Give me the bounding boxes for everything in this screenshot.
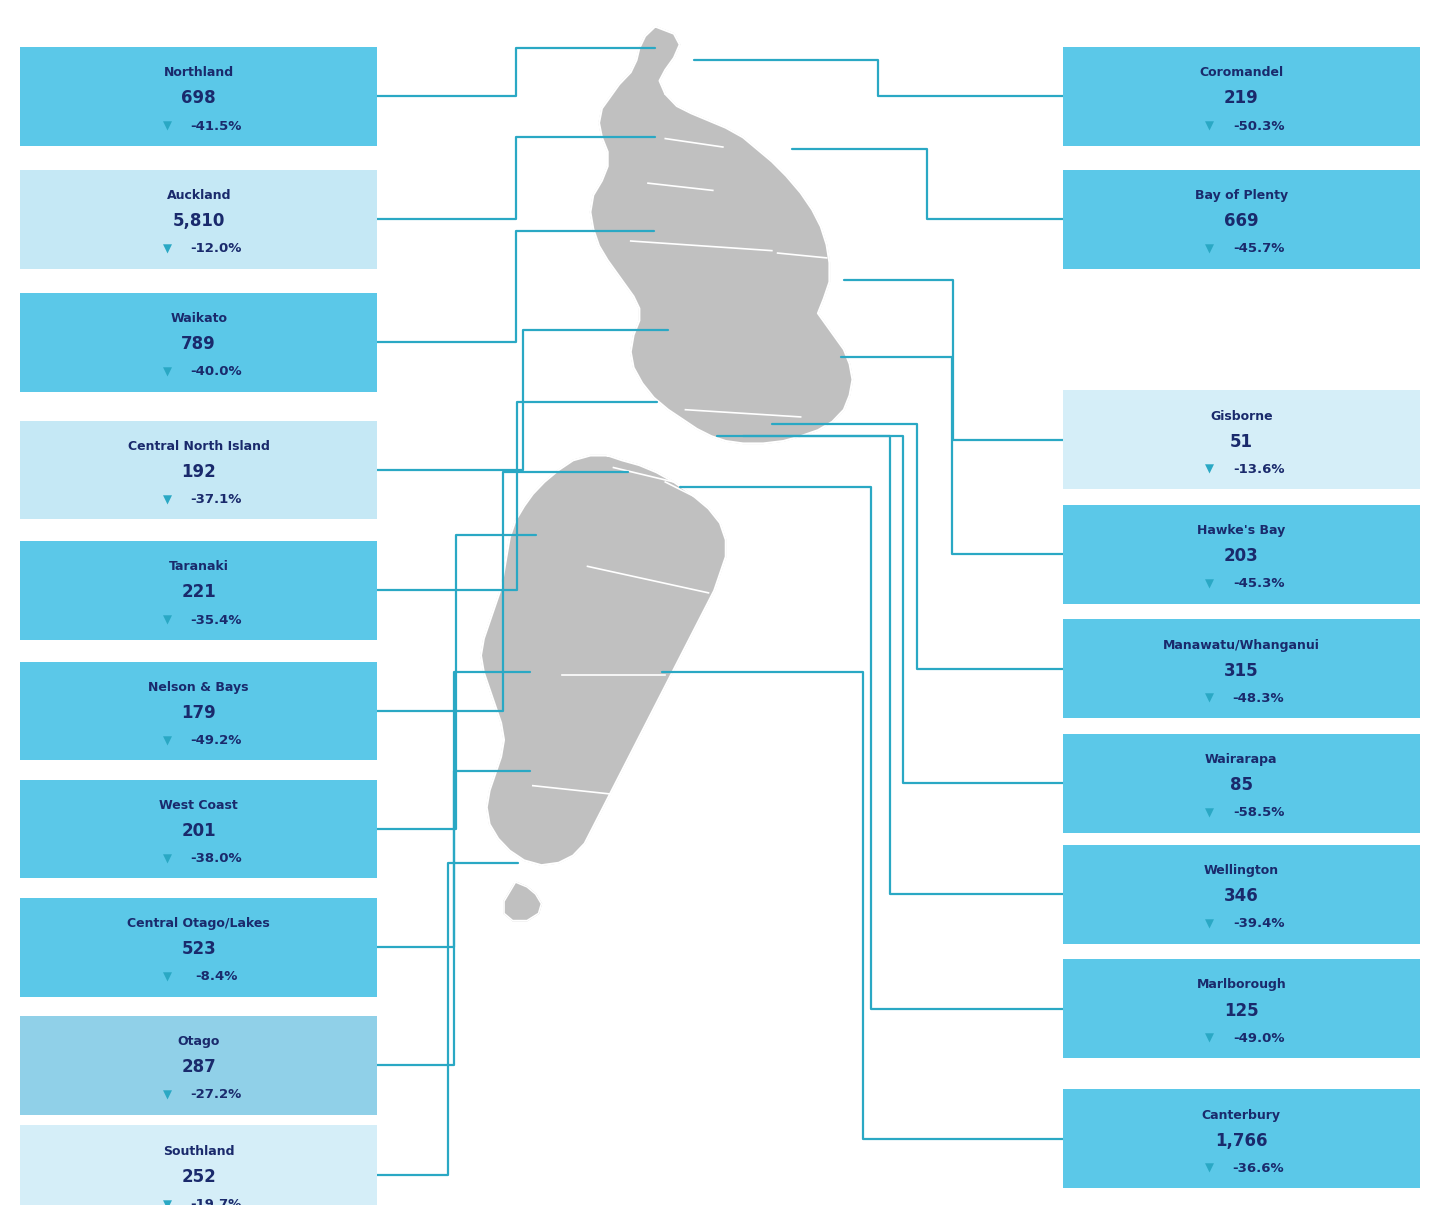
Text: -35.4%: -35.4% <box>190 613 242 627</box>
Text: 698: 698 <box>181 89 216 107</box>
Text: ▼: ▼ <box>1205 242 1214 255</box>
FancyBboxPatch shape <box>20 1016 377 1115</box>
Text: -27.2%: -27.2% <box>190 1088 242 1101</box>
Polygon shape <box>504 882 541 921</box>
Text: Marlborough: Marlborough <box>1197 978 1286 992</box>
Text: 523: 523 <box>181 940 216 958</box>
Text: -45.3%: -45.3% <box>1233 577 1284 590</box>
Polygon shape <box>590 27 852 443</box>
Text: 201: 201 <box>181 822 216 840</box>
Text: -37.1%: -37.1% <box>190 493 242 506</box>
FancyBboxPatch shape <box>20 1125 377 1205</box>
Text: Wairarapa: Wairarapa <box>1205 753 1277 766</box>
Text: 85: 85 <box>1230 776 1253 794</box>
Text: 287: 287 <box>181 1058 216 1076</box>
Text: Coromandel: Coromandel <box>1200 66 1283 80</box>
Text: Wellington: Wellington <box>1204 864 1279 877</box>
Text: Hawke's Bay: Hawke's Bay <box>1197 524 1286 537</box>
Text: 179: 179 <box>181 704 216 722</box>
Text: ▼: ▼ <box>1205 692 1214 705</box>
Text: ▼: ▼ <box>1205 463 1214 476</box>
Text: -13.6%: -13.6% <box>1233 463 1284 476</box>
Text: Taranaki: Taranaki <box>168 560 229 574</box>
Text: -50.3%: -50.3% <box>1233 119 1284 133</box>
FancyBboxPatch shape <box>20 898 377 997</box>
Text: ▼: ▼ <box>1205 1031 1214 1045</box>
Text: -45.7%: -45.7% <box>1233 242 1284 255</box>
Text: 192: 192 <box>181 463 216 481</box>
Text: ▼: ▼ <box>163 242 171 255</box>
Text: Waikato: Waikato <box>170 312 228 325</box>
Text: -19.7%: -19.7% <box>190 1198 242 1205</box>
FancyBboxPatch shape <box>20 541 377 640</box>
Text: Auckland: Auckland <box>167 189 230 202</box>
Text: Otago: Otago <box>177 1035 220 1048</box>
Text: ▼: ▼ <box>163 613 171 627</box>
Text: -38.0%: -38.0% <box>190 852 242 865</box>
Text: Central Otago/Lakes: Central Otago/Lakes <box>127 917 271 930</box>
Text: Manawatu/Whanganui: Manawatu/Whanganui <box>1164 639 1319 652</box>
FancyBboxPatch shape <box>20 293 377 392</box>
Text: Southland: Southland <box>163 1145 235 1158</box>
Text: -48.3%: -48.3% <box>1233 692 1284 705</box>
Text: 1,766: 1,766 <box>1215 1131 1267 1150</box>
FancyBboxPatch shape <box>20 662 377 760</box>
Text: Central North Island: Central North Island <box>128 440 269 453</box>
Text: ▼: ▼ <box>163 1088 171 1101</box>
FancyBboxPatch shape <box>1063 390 1420 489</box>
Text: 346: 346 <box>1224 887 1259 905</box>
FancyBboxPatch shape <box>1063 505 1420 604</box>
Text: Nelson & Bays: Nelson & Bays <box>148 681 249 694</box>
Text: -39.4%: -39.4% <box>1233 917 1284 930</box>
Text: 221: 221 <box>181 583 216 601</box>
Text: ▼: ▼ <box>1205 1162 1214 1175</box>
Text: ▼: ▼ <box>1205 917 1214 930</box>
Text: Bay of Plenty: Bay of Plenty <box>1195 189 1287 202</box>
Text: ▼: ▼ <box>1205 577 1214 590</box>
Text: 125: 125 <box>1224 1001 1259 1019</box>
Text: Northland: Northland <box>164 66 233 80</box>
Text: -12.0%: -12.0% <box>190 242 242 255</box>
FancyBboxPatch shape <box>1063 170 1420 269</box>
Text: ▼: ▼ <box>163 365 171 378</box>
Text: -58.5%: -58.5% <box>1233 806 1284 819</box>
Text: ▼: ▼ <box>1205 119 1214 133</box>
Text: ▼: ▼ <box>163 1198 171 1205</box>
FancyBboxPatch shape <box>20 780 377 878</box>
Text: 315: 315 <box>1224 662 1259 680</box>
FancyBboxPatch shape <box>20 47 377 146</box>
Text: 5,810: 5,810 <box>173 212 225 230</box>
Polygon shape <box>481 455 726 865</box>
FancyBboxPatch shape <box>1063 959 1420 1058</box>
Text: -40.0%: -40.0% <box>190 365 242 378</box>
Text: ▼: ▼ <box>163 119 171 133</box>
Text: Canterbury: Canterbury <box>1202 1109 1280 1122</box>
Text: -8.4%: -8.4% <box>194 970 238 983</box>
Text: 203: 203 <box>1224 547 1259 565</box>
Text: -49.2%: -49.2% <box>190 734 242 747</box>
Text: 252: 252 <box>181 1168 216 1186</box>
FancyBboxPatch shape <box>1063 47 1420 146</box>
Text: ▼: ▼ <box>163 970 171 983</box>
Text: 219: 219 <box>1224 89 1259 107</box>
Text: West Coast: West Coast <box>160 799 238 812</box>
FancyBboxPatch shape <box>1063 1089 1420 1188</box>
Text: 669: 669 <box>1224 212 1259 230</box>
FancyBboxPatch shape <box>20 170 377 269</box>
FancyBboxPatch shape <box>1063 845 1420 944</box>
Text: Gisborne: Gisborne <box>1210 410 1273 423</box>
Text: -49.0%: -49.0% <box>1233 1031 1284 1045</box>
Text: ▼: ▼ <box>163 493 171 506</box>
FancyBboxPatch shape <box>1063 734 1420 833</box>
Text: ▼: ▼ <box>1205 806 1214 819</box>
Text: ▼: ▼ <box>163 852 171 865</box>
Text: -36.6%: -36.6% <box>1233 1162 1284 1175</box>
Text: 51: 51 <box>1230 433 1253 451</box>
FancyBboxPatch shape <box>1063 619 1420 718</box>
FancyBboxPatch shape <box>20 421 377 519</box>
Text: ▼: ▼ <box>163 734 171 747</box>
Text: -41.5%: -41.5% <box>190 119 242 133</box>
Text: 789: 789 <box>181 335 216 353</box>
